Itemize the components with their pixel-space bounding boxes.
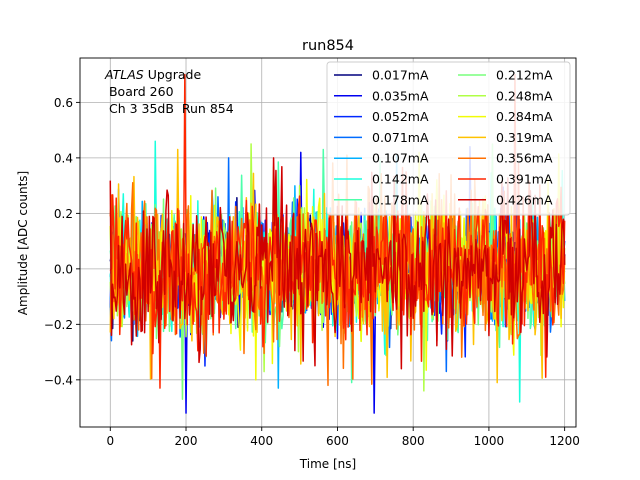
- y-axis: −0.4 −0.2 0.0 0.2 0.4 0.6: [44, 96, 80, 387]
- series-line-0.391mA: [109, 73, 566, 389]
- y-tick-label: 0.0: [54, 262, 73, 276]
- legend-item: 0.178mA: [334, 192, 429, 207]
- y-axis-label: Amplitude [ADC counts]: [16, 171, 30, 315]
- x-tick-label: 400: [250, 434, 273, 448]
- legend-item: 0.052mA: [334, 109, 429, 124]
- plot-frame: [79, 57, 577, 428]
- series-group: [109, 73, 566, 414]
- x-axis: 0 200 400 600 800 1000 1200: [106, 427, 580, 448]
- legend-label: 0.212mA: [496, 68, 553, 83]
- annotation-block: ATLAS Upgrade Board 260 Ch 3 35dB Run 85…: [104, 67, 234, 116]
- x-tick-label: 1200: [549, 434, 580, 448]
- legend-label: 0.178mA: [372, 192, 429, 207]
- y-tick-label: −0.4: [44, 373, 73, 387]
- annotation-line-3: Ch 3 35dB Run 854: [105, 101, 234, 116]
- y-tick-label: 0.4: [54, 151, 73, 165]
- legend-label: 0.356mA: [496, 151, 553, 166]
- annotation-upgrade: Upgrade: [144, 67, 202, 82]
- legend-label: 0.017mA: [372, 68, 429, 83]
- legend-item: 0.071mA: [334, 130, 429, 145]
- legend-item: 0.017mA: [334, 68, 429, 83]
- x-tick-label: 200: [175, 434, 198, 448]
- series-line-0.035mA: [109, 151, 566, 414]
- legend-item: 0.035mA: [334, 88, 429, 103]
- annotation-atlas: ATLAS: [104, 67, 144, 82]
- legend-item: 0.319mA: [458, 130, 553, 145]
- x-tick-label: 600: [326, 434, 349, 448]
- legend-label: 0.071mA: [372, 130, 429, 145]
- chart-title: run854: [302, 38, 354, 54]
- legend-label: 0.319mA: [496, 130, 553, 145]
- annotation-line-1: ATLAS Upgrade: [104, 67, 201, 82]
- legend-item: 0.107mA: [334, 151, 429, 166]
- legend-box: [326, 61, 571, 216]
- legend-label: 0.248mA: [496, 88, 553, 103]
- legend-item: 0.391mA: [458, 172, 553, 187]
- y-tick-label: −0.2: [44, 318, 73, 332]
- legend-label: 0.052mA: [372, 109, 429, 124]
- legend-label: 0.284mA: [496, 109, 553, 124]
- legend-item: 0.248mA: [458, 88, 553, 103]
- legend-label: 0.107mA: [372, 151, 429, 166]
- legend-item: 0.142mA: [334, 172, 429, 187]
- legend-label: 0.142mA: [372, 172, 429, 187]
- legend-item: 0.284mA: [458, 109, 553, 124]
- legend-label: 0.426mA: [496, 192, 553, 207]
- annotation-line-2: Board 260: [105, 84, 174, 99]
- y-tick-label: 0.6: [54, 96, 73, 110]
- x-tick-label: 0: [106, 434, 114, 448]
- y-tick-label: 0.2: [54, 207, 73, 221]
- legend-item: 0.356mA: [458, 151, 553, 166]
- legend-item: 0.426mA: [458, 192, 553, 207]
- legend: 0.017mA 0.035mA 0.052mA 0.071mA 0.107mA 0.142…: [326, 61, 571, 216]
- x-tick-label: 800: [402, 434, 425, 448]
- legend-label: 0.035mA: [372, 88, 429, 103]
- x-tick-label: 1000: [474, 434, 505, 448]
- legend-label: 0.391mA: [496, 172, 553, 187]
- legend-item: 0.212mA: [458, 68, 553, 83]
- x-axis-label: Time [ns]: [299, 457, 356, 471]
